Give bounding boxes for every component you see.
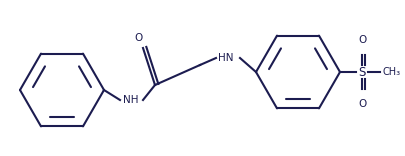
Text: NH: NH — [123, 95, 138, 105]
Text: HN: HN — [217, 53, 233, 63]
Text: CH₃: CH₃ — [382, 67, 400, 77]
Text: O: O — [358, 99, 366, 109]
Text: O: O — [358, 35, 366, 45]
Text: S: S — [358, 66, 365, 78]
Text: O: O — [134, 33, 143, 43]
